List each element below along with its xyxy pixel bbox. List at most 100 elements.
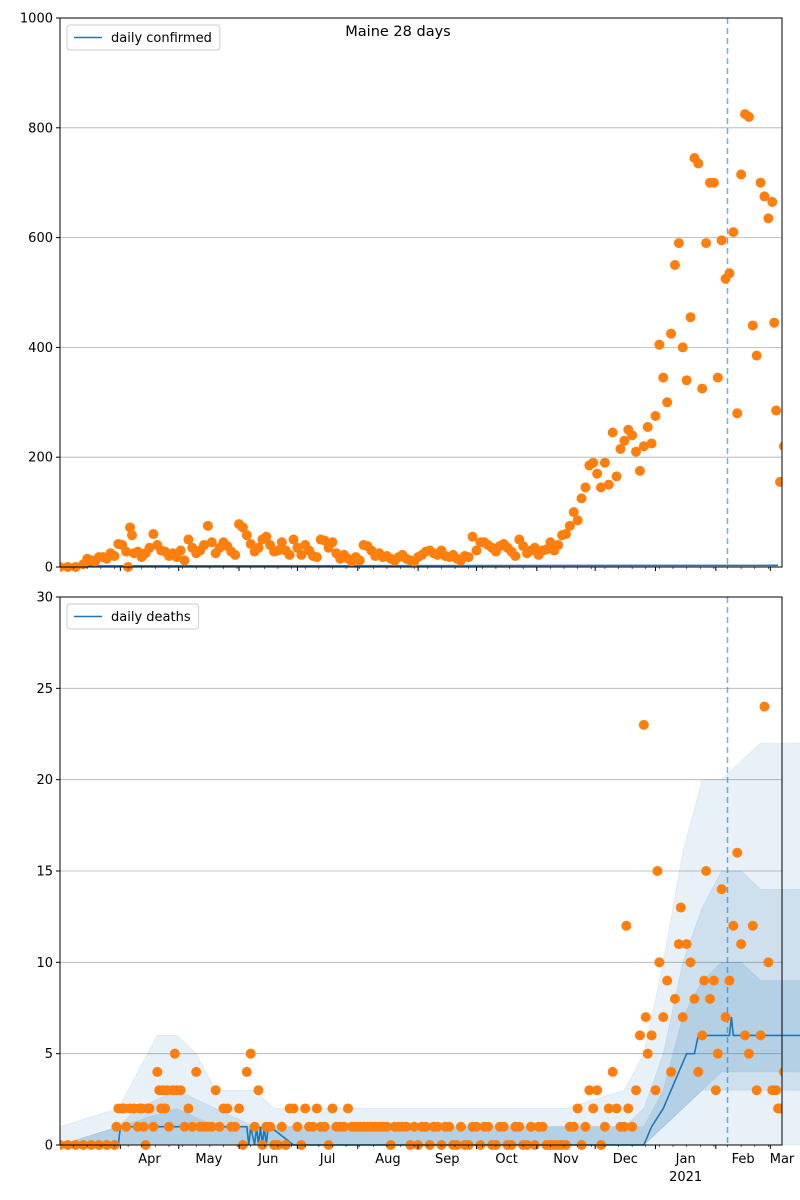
confirmed-data-point <box>230 549 241 560</box>
confirmed-data-point <box>778 441 782 451</box>
deaths-data-point <box>716 884 727 895</box>
confirmed-y-tick-label: 800 <box>28 121 53 136</box>
deaths-legend-label: daily deaths <box>111 610 191 625</box>
confirmed-data-point <box>681 375 692 386</box>
confirmed-data-point <box>588 457 599 468</box>
confirmed-data-point <box>354 555 365 566</box>
confirmed-data-point <box>795 425 800 435</box>
confirmed-data-point <box>708 177 719 188</box>
deaths-data-point <box>732 847 743 858</box>
confirmed-data-point <box>510 551 521 562</box>
deaths-data-point <box>514 1121 525 1132</box>
confirmed-data-point <box>634 465 645 476</box>
deaths-x-tick-label: Sep <box>435 1152 460 1167</box>
confirmed-data-point <box>471 545 482 556</box>
deaths-data-point <box>607 1066 618 1077</box>
deaths-data-point <box>652 866 663 876</box>
confirmed-data-point <box>755 177 766 188</box>
deaths-data-point <box>675 902 686 913</box>
deaths-data-point <box>720 1012 731 1023</box>
deaths-x-tick-label: Apr <box>138 1152 161 1167</box>
confirmed-data-point <box>627 430 638 441</box>
deaths-data-point <box>191 1066 202 1077</box>
deaths-x-tick-label: Dec <box>613 1152 638 1167</box>
deaths-data-point <box>751 1085 762 1096</box>
figure-title: Maine 28 days <box>345 24 450 40</box>
deaths-legend-box <box>66 603 200 630</box>
confirmed-data-point <box>580 482 591 493</box>
confirmed-y-tick-label: 200 <box>28 451 53 466</box>
deaths-data-point <box>276 1121 287 1132</box>
deaths-data-point <box>537 1121 548 1132</box>
confirmed-y-axis: 0 200 400 600 800 1000 <box>20 12 60 576</box>
deaths-data-point <box>755 1030 766 1041</box>
deaths-data-point <box>179 1121 190 1132</box>
deaths-data-point <box>253 1085 264 1096</box>
deaths-data-point <box>432 1121 443 1132</box>
confirmed-data-point <box>202 520 213 531</box>
confirmed-data-point <box>669 260 680 271</box>
confirmed-data-point <box>615 443 626 454</box>
deaths-x-axis: Apr May Jun Jul Aug Sep Oct Nov Dec Jan 2021 Feb Mar <box>73 1145 795 1185</box>
deaths-data-point <box>631 1085 642 1096</box>
deaths-data-point <box>311 1103 322 1114</box>
deaths-data-point <box>689 993 700 1004</box>
deaths-y-tick-label: 15 <box>36 865 53 880</box>
deaths-data-point <box>121 1121 132 1132</box>
confirmed-data-point <box>619 435 630 446</box>
confirmed-data-point <box>685 312 696 323</box>
confirmed-data-point <box>276 537 287 548</box>
deaths-data-point <box>444 1121 455 1132</box>
deaths-data-point <box>634 1030 645 1041</box>
confirmed-data-point <box>144 542 155 553</box>
deaths-data-point <box>640 1012 651 1023</box>
confirmed-data-point <box>728 227 739 238</box>
confirmed-y-tick-label: 1000 <box>20 12 53 27</box>
deaths-data-point <box>241 1066 252 1077</box>
confirmed-data-point <box>654 339 665 350</box>
deaths-data-point <box>704 993 715 1004</box>
deaths-marks <box>59 597 800 1150</box>
deaths-x-tick-label: Oct <box>495 1152 517 1167</box>
deaths-data-point <box>187 1121 198 1132</box>
deaths-data-point <box>245 1048 256 1059</box>
confirmed-data-point <box>759 191 770 202</box>
deaths-data-point <box>148 1121 159 1132</box>
deaths-data-point <box>728 920 739 931</box>
deaths-x-tick-label: Aug <box>375 1152 400 1167</box>
deaths-data-point <box>771 1085 782 1096</box>
confirmed-data-point <box>693 158 704 169</box>
confirmed-y-tick-label: 600 <box>28 231 53 246</box>
confirmed-data-point <box>564 520 575 531</box>
confirmed-data-point <box>261 531 272 542</box>
deaths-data-point <box>420 1121 431 1132</box>
confirmed-data-point <box>296 549 307 560</box>
deaths-data-point <box>111 1121 122 1132</box>
confirmed-data-point <box>607 427 618 438</box>
deaths-data-point <box>699 975 710 986</box>
deaths-data-point <box>525 1121 536 1132</box>
deaths-data-point <box>740 1030 751 1041</box>
confirmed-legend: daily confirmed <box>66 24 221 51</box>
deaths-data-point <box>175 1085 186 1096</box>
confirmed-data-point <box>650 411 661 422</box>
confirmed-x-axis <box>73 567 771 571</box>
deaths-data-point <box>778 1067 782 1077</box>
deaths-x-tick-label: Mar <box>770 1152 795 1167</box>
deaths-data-point <box>230 1121 241 1132</box>
deaths-data-point <box>584 1085 595 1096</box>
confirmed-data-point <box>199 540 210 551</box>
deaths-x-tick-label: Nov <box>553 1152 579 1167</box>
deaths-data-point <box>319 1121 330 1132</box>
deaths-data-point <box>669 993 680 1004</box>
confirmed-data-point <box>701 238 712 249</box>
confirmed-data-point <box>576 493 587 504</box>
confirmed-data-point <box>592 468 603 479</box>
deaths-data-point <box>210 1085 221 1096</box>
confirmed-data-point <box>785 397 795 407</box>
deaths-y-tick-label: 5 <box>45 1047 53 1062</box>
deaths-data-point <box>650 1085 661 1096</box>
confirmed-data-point <box>596 482 607 493</box>
deaths-data-point <box>677 1012 688 1023</box>
